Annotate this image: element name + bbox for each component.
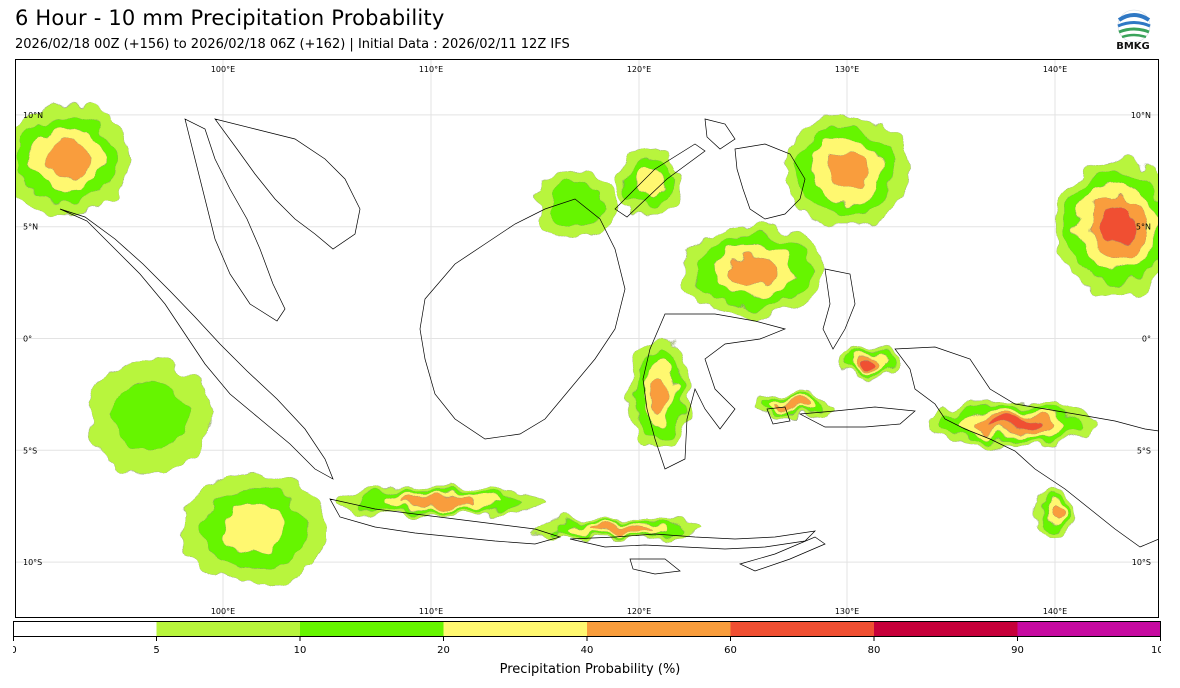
precip-band xyxy=(1047,504,1063,521)
precip-region xyxy=(534,170,619,239)
precip-band xyxy=(221,503,287,554)
lat-tick-label: 10°S xyxy=(23,558,42,567)
lon-tick-label: 130°E xyxy=(835,65,859,74)
lon-tick-label: 120°E xyxy=(627,65,651,74)
lat-tick-label: 5°N xyxy=(23,223,38,232)
java-outline xyxy=(329,498,562,545)
precip-region xyxy=(680,226,827,317)
precip-band xyxy=(45,140,89,180)
precip-region xyxy=(337,488,546,516)
malay-peninsula-outline xyxy=(184,118,286,322)
lon-tick-label: 140°E xyxy=(1043,65,1067,74)
precip-band xyxy=(550,183,603,226)
colorbar-tick-label: 0 xyxy=(13,645,17,656)
precipitation-map: 100°E 100°E 110°E 110°E 120°E 120°E 130°E 130°E… xyxy=(15,59,1159,618)
precip-region xyxy=(836,345,900,377)
precip-region xyxy=(534,517,702,540)
precip-region xyxy=(15,103,130,216)
lon-tick-label: 120°E xyxy=(627,607,651,616)
colorbar-tick-label: 10 xyxy=(294,645,307,656)
colorbar-segment xyxy=(156,621,301,637)
precip-region xyxy=(181,472,328,585)
colorbar: 0 5 10 20 40 60 80 90 100 xyxy=(13,621,1161,656)
colorbar-tick-label: 40 xyxy=(581,645,594,656)
lon-tick-label: 100°E xyxy=(211,65,235,74)
precip-region xyxy=(930,400,1097,446)
colorbar-segment xyxy=(443,621,588,637)
chart-subtitle: 2026/02/18 00Z (+156) to 2026/02/18 06Z … xyxy=(15,37,570,52)
chart-title: 6 Hour - 10 mm Precipitation Probability xyxy=(15,6,445,30)
colorbar-segment xyxy=(730,621,875,637)
precip-region xyxy=(1054,159,1159,294)
lon-tick-label: 140°E xyxy=(1043,607,1067,616)
lat-tick-label: 5°S xyxy=(1137,446,1151,455)
precip-band xyxy=(648,374,671,414)
precip-band xyxy=(635,166,664,198)
lon-tick-label: 130°E xyxy=(835,607,859,616)
precip-region xyxy=(628,338,692,451)
colorbar-tick-label: 20 xyxy=(437,645,450,656)
lat-tick-label: 0° xyxy=(23,335,32,344)
lat-tick-label: 0° xyxy=(1142,335,1151,344)
colorbar-tick-label: 100 xyxy=(1151,645,1161,656)
lon-tick-label: 100°E xyxy=(211,607,235,616)
logo-text: BMKG xyxy=(1116,41,1150,52)
precip-band xyxy=(780,401,810,410)
precip-band xyxy=(989,416,1038,431)
lat-tick-label: 5°S xyxy=(23,446,37,455)
colorbar-segment xyxy=(13,621,157,637)
borneo-outline xyxy=(419,198,626,440)
lat-tick-label: 10°N xyxy=(23,111,43,120)
precip-band xyxy=(589,524,648,533)
colorbar-segment xyxy=(1017,621,1161,637)
lat-tick-label: 10°N xyxy=(1131,111,1151,120)
lat-tick-label: 10°S xyxy=(1132,558,1151,567)
colorbar-tick-label: 90 xyxy=(1011,645,1024,656)
lat-tick-label: 5°N xyxy=(1136,223,1151,232)
colorbar-label: Precipitation Probability (%) xyxy=(499,662,681,677)
indochina-outline xyxy=(214,118,361,250)
papua-outline xyxy=(894,346,1159,548)
colorbar-tick-label: 5 xyxy=(153,645,159,656)
precip-band xyxy=(1099,207,1136,247)
colorbar-segment xyxy=(300,621,444,637)
lon-tick-label: 110°E xyxy=(419,607,443,616)
buru-outline xyxy=(766,406,791,425)
timor-outline xyxy=(739,536,826,572)
precip-band xyxy=(727,255,779,288)
colorbar-tick-label: 60 xyxy=(724,645,737,656)
philippines-north-outline xyxy=(704,118,736,150)
lesser-sunda-outline xyxy=(569,530,816,550)
colorbar-tick-label: 80 xyxy=(868,645,881,656)
precip-region xyxy=(87,360,213,473)
mindanao-outline xyxy=(734,143,806,220)
seram-outline xyxy=(798,406,916,428)
sumba-outline xyxy=(629,558,681,575)
precip-region xyxy=(784,114,910,227)
precip-band xyxy=(825,151,869,191)
precip-band xyxy=(858,356,877,366)
palawan-outline xyxy=(614,143,706,218)
colorbar-segment xyxy=(587,621,731,637)
precip-region xyxy=(753,394,837,417)
precip-region xyxy=(1034,490,1076,536)
halmahera-outline xyxy=(822,268,856,350)
precip-band xyxy=(405,496,478,507)
lon-tick-label: 110°E xyxy=(419,65,443,74)
bmkg-logo-icon xyxy=(1117,9,1151,43)
sumatra-outline xyxy=(59,208,334,480)
precip-band xyxy=(111,382,189,452)
colorbar-segment xyxy=(874,621,1018,637)
sulawesi-outline xyxy=(642,313,787,470)
